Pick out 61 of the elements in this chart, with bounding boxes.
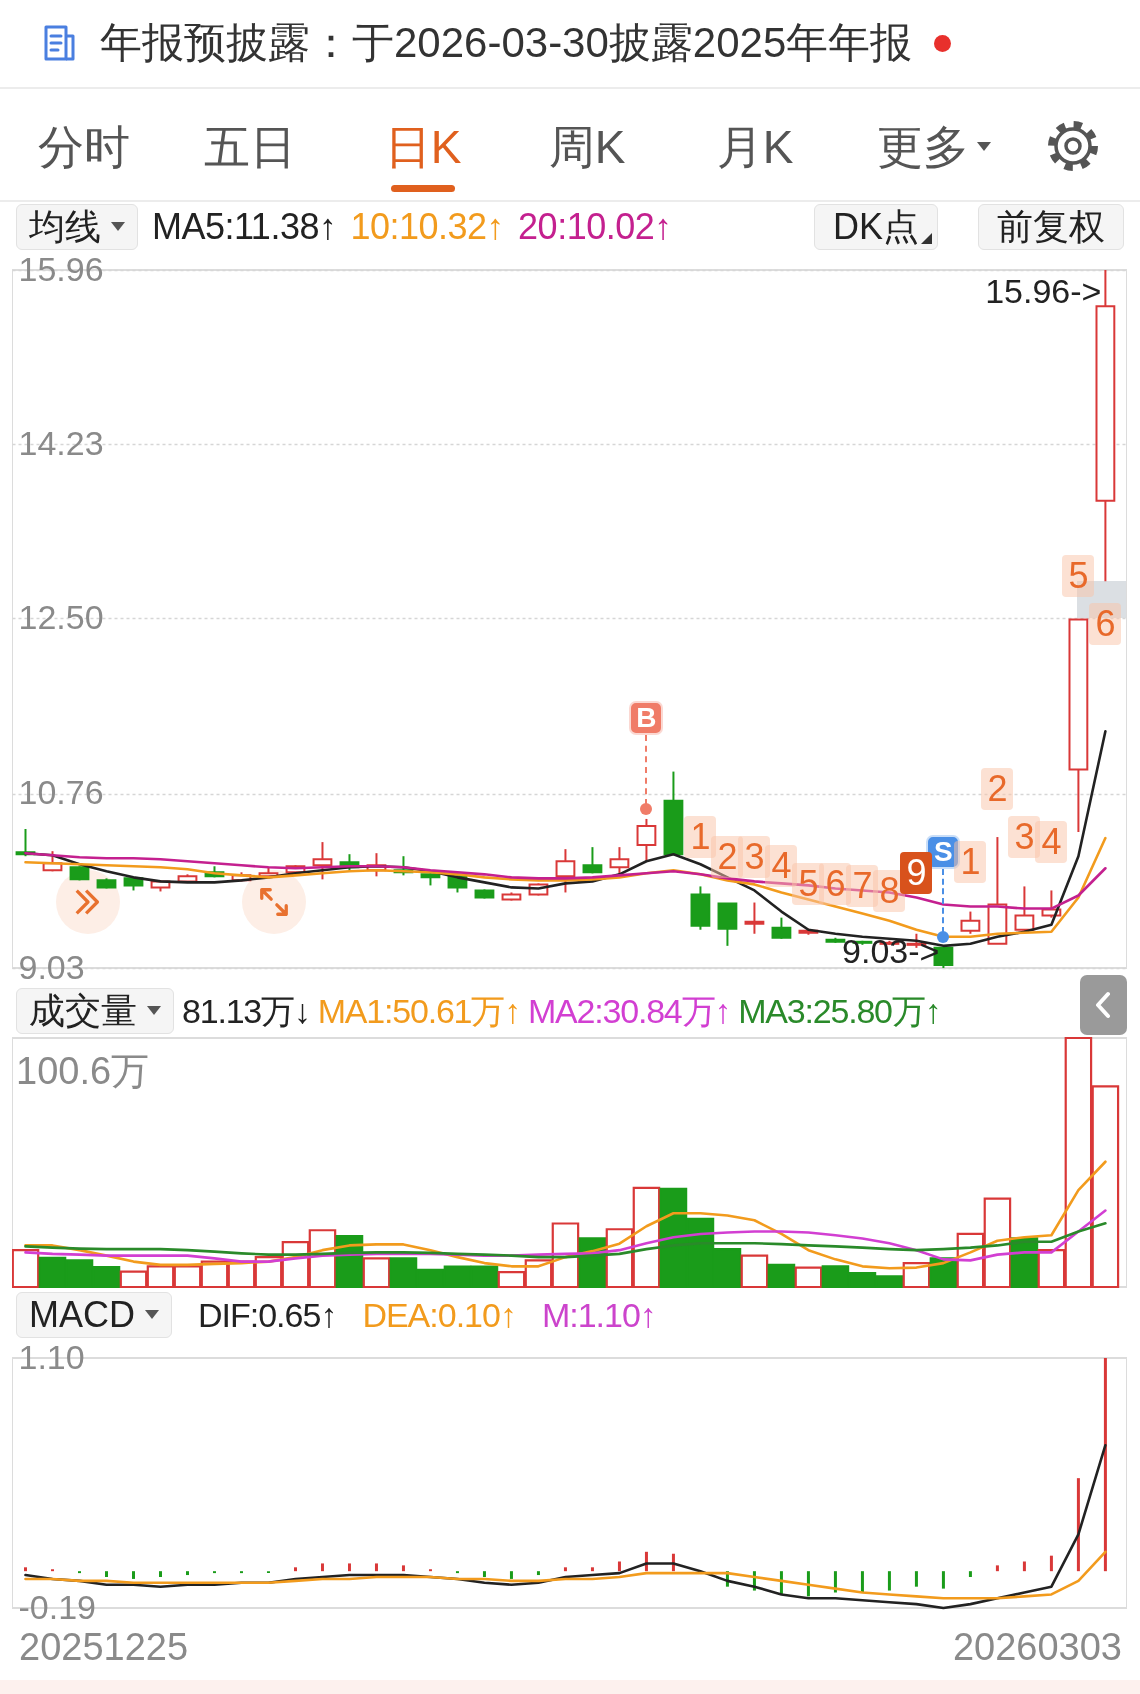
y-tick-label: 14.23: [18, 423, 104, 462]
y-tick-label: 15.96: [18, 249, 104, 288]
dropdown-button: MACD: [16, 1292, 172, 1338]
annotation: 4: [771, 844, 792, 886]
annotation: 6: [1095, 603, 1116, 645]
text: 20260303: [952, 1626, 1122, 1668]
text: MA3:25.80万↑: [738, 992, 941, 1030]
button: DK点: [814, 204, 938, 250]
dropdown-button: 成交量: [16, 988, 174, 1034]
text: 年报预披露：于2026-03-30披露2025年年报: [100, 19, 913, 66]
annotation: 100.6万: [16, 1050, 150, 1092]
text: 五日: [204, 121, 296, 173]
annotation: S: [934, 835, 953, 867]
text: MA2:30.84万↑: [527, 992, 731, 1030]
annotation: 2: [987, 768, 1008, 810]
number-badge: 3: [1008, 816, 1041, 859]
annotation: 3: [1014, 816, 1035, 858]
legend-title: 均线: [29, 206, 101, 247]
text: 日K: [384, 121, 462, 173]
text: 20251225: [19, 1626, 189, 1668]
legend-title: 成交量: [29, 990, 137, 1031]
annotation: 9: [906, 851, 927, 893]
dropdown-button: 均线: [16, 204, 138, 250]
number-badge: 4: [765, 844, 798, 887]
text: MA5:11.38↑: [152, 206, 337, 247]
annotation: 3: [744, 835, 765, 877]
y-tick-label: 1.10: [18, 1337, 85, 1376]
annotation: 1: [960, 840, 981, 882]
annotation: 4: [1041, 821, 1062, 863]
text: 周K: [548, 121, 626, 173]
text: 月K: [716, 121, 794, 173]
annotation: 1: [690, 816, 711, 858]
text: 81.13万↓: [182, 992, 310, 1030]
number-badge: 3: [738, 835, 771, 878]
number-badge: 1: [684, 816, 717, 859]
text: M:1.10↑: [541, 1296, 656, 1334]
number-badge: 4: [1035, 821, 1068, 864]
annotation: 15.96->: [985, 272, 1102, 310]
legend-title: MACD: [29, 1294, 135, 1335]
annotation: 2: [717, 835, 738, 877]
text: DIF:0.65↑: [198, 1296, 337, 1334]
text: DEA:0.10↑: [362, 1296, 516, 1334]
letter-badge: S: [926, 834, 961, 869]
number-badge: 6: [1089, 603, 1122, 646]
text: 20:10.02↑: [518, 206, 672, 247]
text: 10:10.32↑: [350, 206, 505, 247]
y-tick-label: 12.50: [18, 598, 104, 636]
text: 更多: [877, 121, 969, 173]
y-tick-label: 10.76: [18, 773, 104, 812]
letter-badge: B: [629, 700, 664, 735]
text: MA1:50.61万↑: [317, 992, 520, 1030]
number-badge: 5: [1062, 554, 1095, 597]
y-tick-label: 9.03: [18, 947, 85, 986]
y-tick-label: -0.19: [18, 1587, 96, 1626]
number-badge: 2: [981, 768, 1014, 811]
button: 前复权: [978, 204, 1124, 250]
number-badge: 9: [900, 851, 933, 894]
annotation: 5: [1068, 554, 1089, 596]
annotation: B: [636, 701, 657, 733]
text: 分时: [38, 121, 130, 173]
number-badge: 1: [954, 840, 987, 883]
